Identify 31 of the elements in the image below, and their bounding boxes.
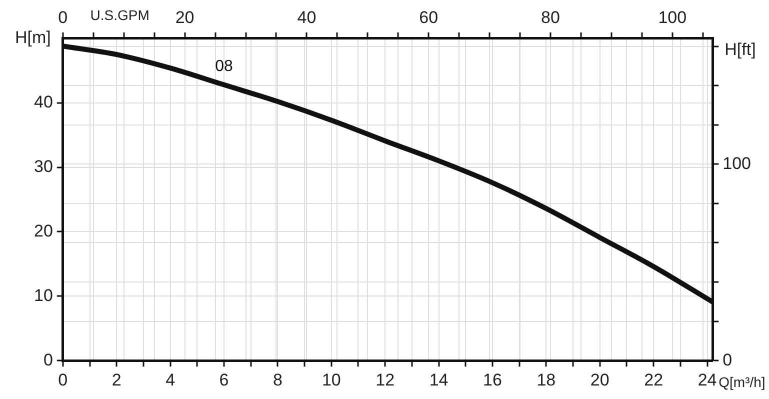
y-tick-label: 0 (43, 350, 53, 370)
x-tick-label: 24 (698, 370, 717, 390)
x2-tick-label: 60 (419, 8, 438, 27)
x-tick-label: 22 (644, 370, 664, 390)
y2-tick-label: 0 (722, 350, 732, 370)
x-tick-label: 8 (272, 370, 282, 390)
x-axis-title: Q[m³/h] (718, 374, 766, 390)
x-tick-label: 4 (166, 370, 176, 390)
x2-tick-label: 100 (658, 8, 687, 27)
x-tick-label: 20 (590, 370, 610, 390)
x2-axis-title: U.S.GPM (90, 6, 150, 23)
y2-axis-title: H[ft] (724, 40, 756, 60)
x2-tick-label: 20 (175, 8, 194, 27)
y-axis-title: H[m] (15, 28, 51, 48)
series-label: 08 (215, 58, 233, 76)
x2-tick-label: 80 (541, 8, 560, 27)
y-tick-label: 30 (34, 156, 53, 176)
x-tick-label: 18 (536, 370, 556, 390)
y-tick-label: 10 (34, 286, 53, 305)
x-tick-label: 14 (429, 370, 448, 390)
x-tick-label: 12 (376, 370, 395, 390)
x-tick-label: 6 (219, 370, 229, 390)
x2-tick-label: 40 (297, 8, 316, 27)
y-tick-label: 20 (34, 221, 53, 240)
x-tick-label: 2 (112, 370, 122, 390)
x-tick-label: 10 (322, 370, 341, 390)
y-tick-label: 40 (34, 92, 53, 112)
x2-tick-label: 0 (58, 8, 68, 27)
y2-tick-label: 100 (722, 154, 752, 173)
x-tick-label: 0 (58, 370, 68, 390)
x-tick-label: 16 (483, 370, 502, 390)
